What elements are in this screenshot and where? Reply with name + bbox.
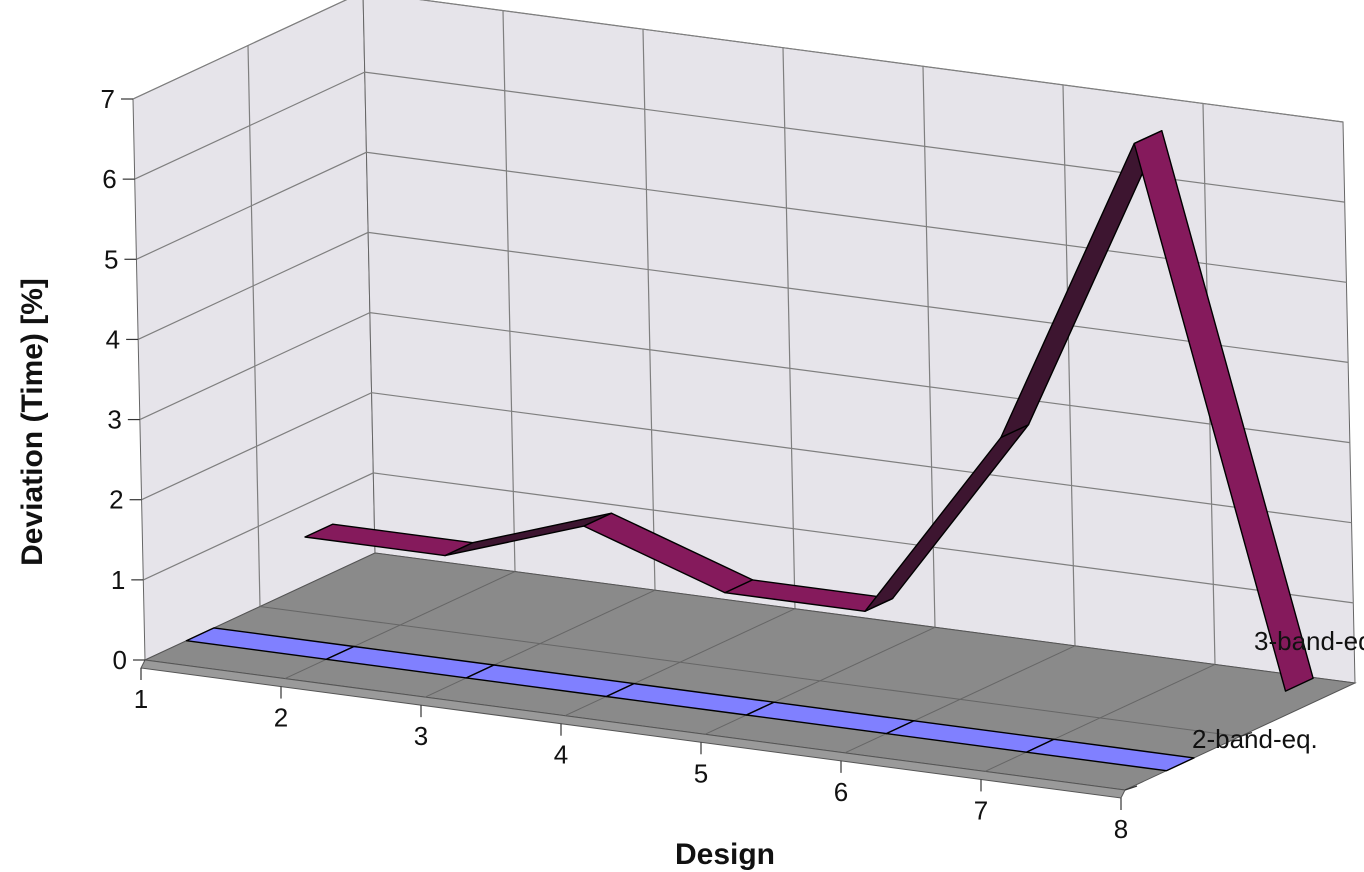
x-tick-label: 8 (1114, 814, 1128, 844)
series-label-3-band-eq: 3-band-eq. (1254, 626, 1364, 656)
x-tick-label: 2 (274, 703, 288, 733)
x-tick-label: 6 (834, 777, 848, 807)
ribbon-segment (1025, 738, 1195, 772)
y-gridline (143, 472, 1354, 604)
x-axis-title: Design (675, 838, 775, 871)
y-gridline (137, 231, 1349, 363)
x-tick-label: 5 (694, 758, 708, 788)
y-tick-label: 5 (104, 244, 118, 274)
ribbon-segment (1133, 129, 1314, 692)
series-ribbons (185, 129, 1314, 772)
y-tick-label: 3 (107, 405, 121, 435)
y-gridline (136, 151, 1347, 283)
z-tick-mark (1124, 785, 1138, 791)
z-gridline (247, 45, 261, 607)
floor-gridline (259, 606, 1241, 737)
chart-floor (140, 552, 1357, 799)
series-label-2-band-eq: 2-band-eq. (1192, 724, 1318, 754)
x-gridline (642, 29, 656, 591)
y-gridline (132, 0, 1344, 123)
y-gridline (134, 71, 1345, 203)
y-tick-label: 0 (113, 645, 127, 675)
z-tick-mark (1239, 731, 1253, 738)
x-gridline (1062, 84, 1076, 646)
y-tick-label: 6 (102, 164, 116, 194)
y-tick-label: 7 (101, 84, 115, 114)
y-axis-title: Deviation (Time) [%] (16, 278, 49, 566)
x-tick-label: 1 (134, 684, 148, 714)
y-gridline (141, 392, 1352, 524)
gridlines (132, 0, 1354, 665)
y-tick-label: 4 (106, 324, 120, 354)
x-tick-label: 3 (414, 721, 428, 751)
x-gridline (502, 10, 516, 572)
x-tick-label: 7 (974, 795, 988, 825)
x-gridline (782, 47, 796, 609)
x-tick-label: 4 (554, 740, 568, 770)
y-tick-label: 2 (109, 485, 123, 515)
y-tick-label: 1 (111, 565, 125, 595)
